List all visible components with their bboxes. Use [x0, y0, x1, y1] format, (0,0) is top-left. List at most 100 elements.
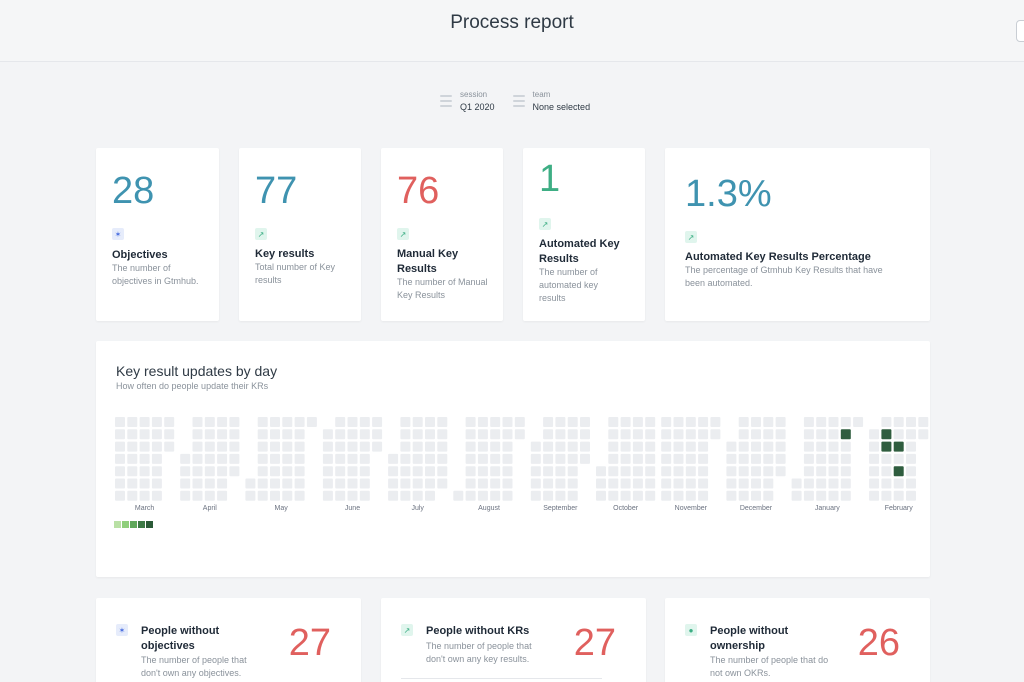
- heatmap-cell[interactable]: [685, 453, 696, 464]
- heatmap-cell[interactable]: [828, 429, 839, 440]
- heatmap-cell[interactable]: [465, 466, 476, 477]
- heatmap-cell[interactable]: [567, 441, 578, 452]
- heatmap-cell[interactable]: [477, 441, 488, 452]
- heatmap-cell[interactable]: [763, 453, 774, 464]
- heatmap-cell[interactable]: [388, 466, 399, 477]
- heatmap-cell[interactable]: [620, 441, 631, 452]
- heatmap-cell[interactable]: [294, 478, 305, 489]
- heatmap-cell[interactable]: [359, 490, 370, 501]
- heatmap-cell[interactable]: [490, 429, 501, 440]
- heatmap-cell[interactable]: [803, 490, 814, 501]
- heatmap-cell[interactable]: [869, 466, 880, 477]
- heatmap-cell[interactable]: [661, 466, 672, 477]
- heatmap-cell[interactable]: [400, 466, 411, 477]
- heatmap-cell[interactable]: [751, 490, 761, 501]
- heatmap-cell[interactable]: [282, 466, 293, 477]
- heatmap-cell[interactable]: [425, 429, 435, 440]
- card-people-without-krs[interactable]: ↗ People without KRs The number of peopl…: [381, 598, 646, 682]
- heatmap-cell[interactable]: [282, 478, 293, 489]
- heatmap-cell[interactable]: [710, 417, 721, 427]
- heatmap-cell[interactable]: [294, 466, 305, 477]
- heatmap-cell[interactable]: [477, 429, 488, 440]
- heatmap-cell[interactable]: [335, 466, 346, 477]
- heatmap-cell[interactable]: [245, 478, 256, 489]
- heatmap-cell[interactable]: [192, 441, 203, 452]
- heatmap-cell[interactable]: [685, 417, 696, 427]
- heatmap-cell[interactable]: [803, 441, 814, 452]
- heatmap-cell[interactable]: [803, 453, 814, 464]
- heatmap-cell[interactable]: [726, 478, 737, 489]
- heatmap-cell[interactable]: [229, 441, 240, 452]
- heatmap-cell[interactable]: [775, 453, 786, 464]
- heatmap-cell[interactable]: [673, 417, 684, 427]
- heatmap-cell[interactable]: [139, 466, 150, 477]
- heatmap-cell[interactable]: [645, 490, 656, 501]
- heatmap-cell[interactable]: [270, 429, 280, 440]
- heatmap-cell-active[interactable]: [893, 441, 904, 452]
- heatmap-cell[interactable]: [698, 429, 709, 440]
- heatmap-cell[interactable]: [514, 417, 525, 427]
- heatmap-cell[interactable]: [490, 466, 501, 477]
- heatmap-cell[interactable]: [543, 441, 554, 452]
- heatmap-cell[interactable]: [645, 453, 656, 464]
- heatmap-cell[interactable]: [347, 453, 358, 464]
- heatmap-cell[interactable]: [388, 453, 399, 464]
- heatmap-cell[interactable]: [580, 429, 590, 440]
- heatmap-cell[interactable]: [372, 441, 383, 452]
- heatmap-cell[interactable]: [453, 490, 464, 501]
- heatmap-cell[interactable]: [645, 478, 656, 489]
- heatmap-cell[interactable]: [828, 478, 839, 489]
- heatmap-cell[interactable]: [425, 417, 435, 427]
- heatmap-cell[interactable]: [139, 453, 150, 464]
- card-people-without-ownership[interactable]: ● People without ownership The number of…: [665, 598, 930, 682]
- heatmap-cell[interactable]: [555, 490, 566, 501]
- heatmap-cell[interactable]: [180, 453, 191, 464]
- heatmap-cell[interactable]: [816, 490, 827, 501]
- heatmap-cell[interactable]: [490, 490, 501, 501]
- heatmap-cell[interactable]: [685, 429, 696, 440]
- heatmap-cell[interactable]: [763, 466, 774, 477]
- heatmap-cell[interactable]: [673, 490, 684, 501]
- heatmap-cell[interactable]: [465, 417, 476, 427]
- heatmap-cell[interactable]: [490, 453, 501, 464]
- heatmap-cell[interactable]: [567, 453, 578, 464]
- heatmap-cell[interactable]: [335, 478, 346, 489]
- heatmap-cell[interactable]: [645, 417, 656, 427]
- heatmap-cell[interactable]: [127, 453, 138, 464]
- heatmap-cell[interactable]: [192, 417, 203, 427]
- heatmap-cell[interactable]: [425, 478, 435, 489]
- heatmap-cell[interactable]: [632, 453, 643, 464]
- heatmap-cell[interactable]: [763, 429, 774, 440]
- heatmap-cell[interactable]: [632, 478, 643, 489]
- heatmap-cell[interactable]: [632, 417, 643, 427]
- heatmap-cell[interactable]: [347, 490, 358, 501]
- heatmap-cell[interactable]: [139, 478, 150, 489]
- heatmap-cell[interactable]: [347, 441, 358, 452]
- heatmap-cell[interactable]: [502, 478, 513, 489]
- heatmap-cell[interactable]: [412, 429, 423, 440]
- heatmap-cell[interactable]: [620, 429, 631, 440]
- heatmap-cell[interactable]: [322, 478, 333, 489]
- heatmap-cell[interactable]: [555, 466, 566, 477]
- heatmap-cell[interactable]: [490, 478, 501, 489]
- heatmap-cell[interactable]: [918, 417, 929, 427]
- heatmap-cell[interactable]: [620, 490, 631, 501]
- heatmap-cell[interactable]: [893, 490, 904, 501]
- heatmap-cell[interactable]: [257, 490, 268, 501]
- heatmap-cell[interactable]: [502, 429, 513, 440]
- heatmap-cell[interactable]: [192, 490, 203, 501]
- heatmap-cell[interactable]: [139, 417, 150, 427]
- heatmap-cell[interactable]: [608, 478, 619, 489]
- heatmap-cell[interactable]: [204, 453, 215, 464]
- heatmap-cell[interactable]: [514, 429, 525, 440]
- heatmap-cell[interactable]: [738, 429, 749, 440]
- heatmap-cell[interactable]: [412, 417, 423, 427]
- heatmap-cell[interactable]: [465, 441, 476, 452]
- heatmap-cell[interactable]: [698, 490, 709, 501]
- heatmap-cell[interactable]: [738, 417, 749, 427]
- heatmap-cell[interactable]: [151, 417, 162, 427]
- heatmap-cell[interactable]: [567, 466, 578, 477]
- heatmap-cell[interactable]: [803, 417, 814, 427]
- heatmap-cell[interactable]: [229, 466, 240, 477]
- heatmap-cell[interactable]: [477, 478, 488, 489]
